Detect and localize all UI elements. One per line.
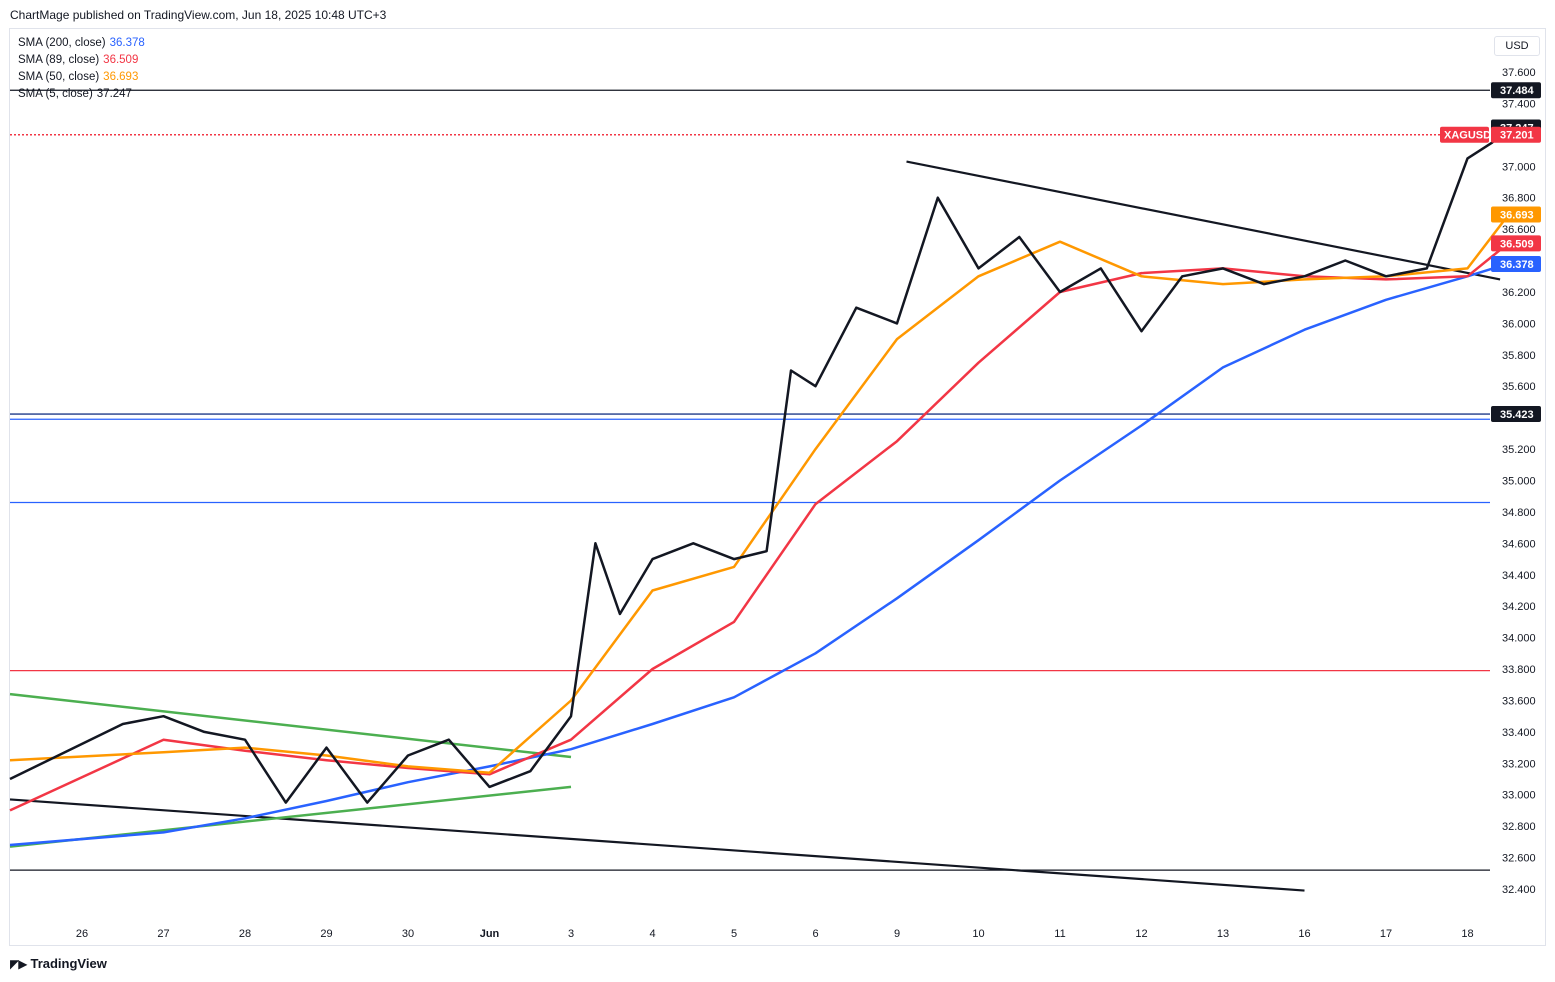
chart-frame xyxy=(9,28,1546,946)
publisher-header: ChartMage published on TradingView.com, … xyxy=(10,8,387,22)
y-tick-label-12: 34.800 xyxy=(1502,507,1536,519)
x-tick-label-2: 28 xyxy=(239,928,251,940)
y-tick-label-4: 33.200 xyxy=(1502,758,1536,770)
price-tag-label-6: 35.423 xyxy=(1500,409,1534,421)
price-tag-6 xyxy=(1491,406,1541,423)
y-tick-label-8: 34.000 xyxy=(1502,633,1536,645)
y-tick-label-5: 33.400 xyxy=(1502,727,1536,739)
price-tag-label-2: 37.201 xyxy=(1500,130,1534,142)
price-tag-label-4: 36.509 xyxy=(1500,238,1534,250)
price-tag-0 xyxy=(1491,82,1541,99)
y-tick-label-2: 32.800 xyxy=(1502,821,1536,833)
y-tick-label-21: 36.600 xyxy=(1502,224,1536,236)
indicator-legend: SMA (200, close) 36.378 SMA (89, close) 36… xyxy=(18,35,145,103)
price-axis: 32.400 32.600 32.800 33.000 33.200 33.400 33.6… xyxy=(1502,67,1536,896)
x-tick-label-17: 18 xyxy=(1461,928,1473,940)
series-line-3[interactable] xyxy=(9,126,1510,804)
x-tick-label-5: Jun xyxy=(480,928,500,940)
legend-sma-5[interactable]: SMA (5, close) 37.247 xyxy=(18,88,132,100)
x-tick-label-10: 9 xyxy=(894,928,900,940)
y-tick-label-23: 37.000 xyxy=(1502,161,1536,173)
y-tick-label-14: 35.200 xyxy=(1502,444,1536,456)
price-tag-2 xyxy=(1491,126,1541,143)
y-tick-label-7: 33.800 xyxy=(1502,664,1536,676)
trendline-1[interactable] xyxy=(9,692,572,759)
x-tick-label-4: 30 xyxy=(402,928,414,940)
symbol-tag xyxy=(1440,126,1489,143)
x-tick-label-13: 12 xyxy=(1135,928,1147,940)
trendline-0[interactable] xyxy=(9,798,1305,892)
x-tick-label-6: 3 xyxy=(568,928,574,940)
x-tick-label-14: 13 xyxy=(1217,928,1229,940)
price-tag-label-3: 36.693 xyxy=(1500,210,1534,222)
x-tick-label-8: 5 xyxy=(731,928,737,940)
time-axis: 26 27 28 29 30 Jun 3 4 5 6 9 10 11 12 13 16 17 18 xyxy=(76,928,1474,940)
tradingview-logo-icon: ◤▶ xyxy=(10,956,27,971)
y-tick-label-13: 35.000 xyxy=(1502,476,1536,488)
x-tick-label-16: 17 xyxy=(1380,928,1392,940)
series-line-2[interactable] xyxy=(9,214,1510,774)
legend-sma-89[interactable]: SMA (89, close) 36.509 xyxy=(18,54,139,66)
y-tick-label-10: 34.400 xyxy=(1502,570,1536,582)
price-tag-4 xyxy=(1491,235,1541,252)
x-tick-label-11: 10 xyxy=(972,928,984,940)
x-tick-label-12: 11 xyxy=(1054,928,1065,940)
x-tick-label-7: 4 xyxy=(649,928,655,940)
x-tick-label-1: 27 xyxy=(157,928,169,940)
y-tick-label-6: 33.600 xyxy=(1502,695,1536,707)
series-line-0[interactable] xyxy=(9,262,1509,847)
price-tag-label-0: 37.484 xyxy=(1500,85,1535,97)
x-tick-label-3: 29 xyxy=(320,928,332,940)
legend-sma-50[interactable]: SMA (50, close) 36.693 xyxy=(18,71,139,83)
legend-sma-200[interactable]: SMA (200, close) 36.378 xyxy=(18,37,145,49)
y-tick-label-3: 33.000 xyxy=(1502,790,1536,802)
x-tick-label-9: 6 xyxy=(812,928,818,940)
y-tick-label-9: 34.200 xyxy=(1502,601,1536,613)
x-tick-label-15: 16 xyxy=(1298,928,1310,940)
y-tick-label-16: 35.600 xyxy=(1502,381,1536,393)
price-tag-label-5: 36.378 xyxy=(1500,259,1534,271)
footer-brand: TradingView xyxy=(30,956,107,971)
price-tags: 37.48437.24737.20136.69336.50936.37835.4… xyxy=(1440,82,1541,423)
y-tick-label-1: 32.600 xyxy=(1502,853,1536,865)
legend-sma-50-value: 36.693 xyxy=(103,71,139,83)
y-tick-label-0: 32.400 xyxy=(1502,884,1536,896)
price-tag-3 xyxy=(1491,206,1541,223)
series-line-1[interactable] xyxy=(9,242,1510,812)
y-tick-label-18: 36.000 xyxy=(1502,318,1536,330)
legend-sma-89-value: 36.509 xyxy=(103,54,139,66)
trendline-3[interactable] xyxy=(906,160,1501,281)
currency-button[interactable]: USD xyxy=(1494,36,1540,56)
symbol-tag-label: XAGUSD xyxy=(1444,130,1491,142)
x-tick-label-0: 26 xyxy=(76,928,88,940)
trendlines xyxy=(9,160,1501,892)
y-tick-label-25: 37.400 xyxy=(1502,98,1536,110)
y-tick-label-11: 34.600 xyxy=(1502,538,1536,550)
sma-series xyxy=(9,126,1510,847)
y-tick-label-17: 35.800 xyxy=(1502,350,1536,362)
y-tick-label-19: 36.200 xyxy=(1502,287,1536,299)
horizontal-levels xyxy=(10,89,1490,871)
legend-sma-200-value: 36.378 xyxy=(109,37,145,49)
price-tag-5 xyxy=(1491,255,1541,272)
y-tick-label-26: 37.600 xyxy=(1502,67,1536,79)
legend-sma-5-value: 37.247 xyxy=(96,88,132,100)
y-tick-label-22: 36.800 xyxy=(1502,193,1536,205)
tradingview-footer[interactable]: ◤▶ TradingView xyxy=(10,956,107,971)
